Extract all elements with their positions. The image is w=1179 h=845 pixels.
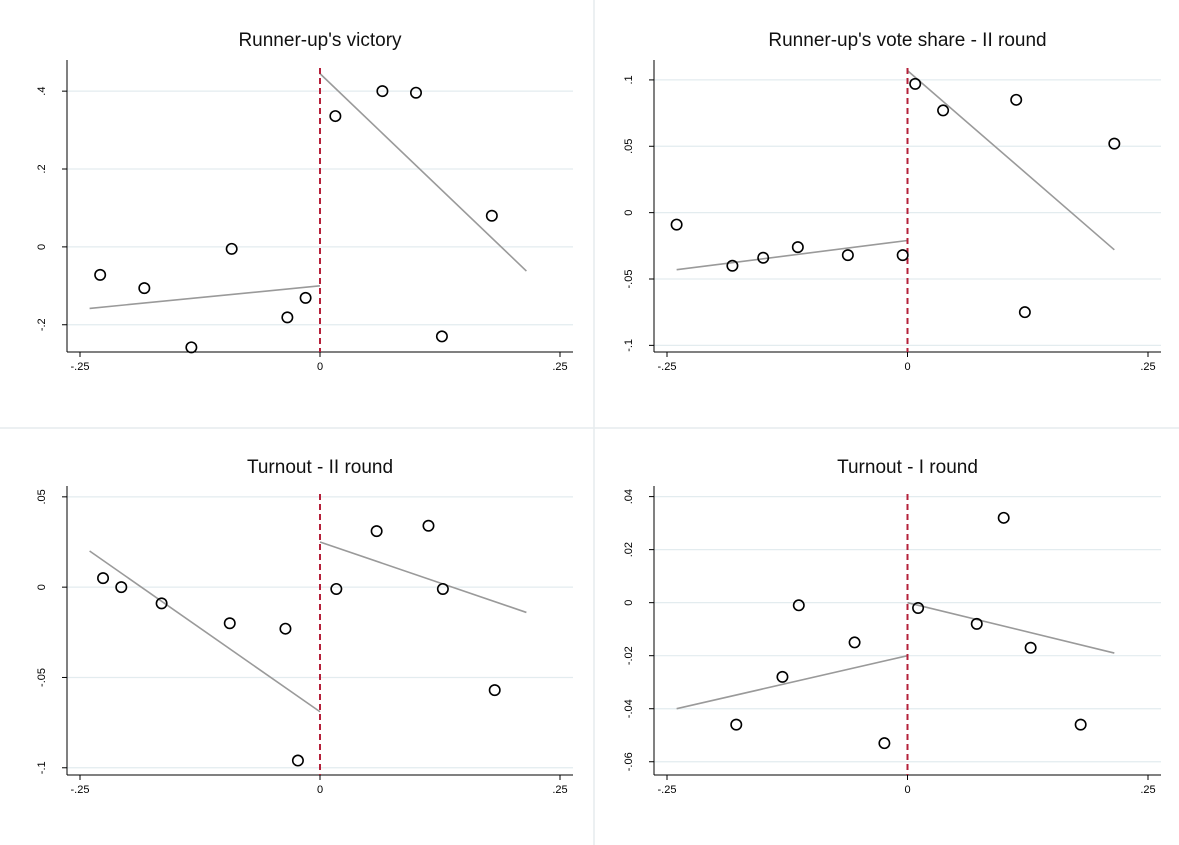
y-tick-label: .1 [623,75,635,84]
panel-title: Turnout - II round [247,457,393,478]
panel-4: Turnout - I round -.06 -.04 -.02 0 .02 .04 -.25… [623,457,1161,796]
x-tick-label: 0 [317,361,323,373]
fit-line-right [319,73,527,272]
data-point [1074,718,1087,731]
data-point [299,291,312,304]
y-tick-label: .02 [623,542,635,557]
data-point [436,582,449,595]
data-point [670,218,683,231]
y-tick-label: .05 [623,139,635,154]
y-tick-label: -.04 [623,699,635,718]
data-point [1108,137,1121,150]
data-point [791,241,804,254]
x-tick-label: -.25 [71,784,90,796]
data-point [329,110,342,123]
panel-2: Runner-up's vote share - II round -.1 -.05… [623,30,1161,373]
data-point [848,636,861,649]
y-tick-label: -.06 [623,752,635,771]
data-point [726,259,739,272]
data-point [730,718,743,731]
data-point [376,85,389,98]
data-point [422,519,435,532]
y-tick-label: -.02 [623,646,635,665]
data-point [1010,93,1023,106]
y-tick-label: -.05 [36,668,48,687]
data-point [997,511,1010,524]
data-point [225,242,238,255]
panel-3: Turnout - II round -.1 -.05 0 .05 -.25 0 .25 [36,457,573,796]
fit-line-left [676,239,908,271]
fit-line-left [89,550,321,713]
data-point [281,311,294,324]
data-point [841,249,854,262]
panel-title: Turnout - I round [837,457,978,478]
y-tick-label: -.1 [36,761,48,774]
data-point [776,670,789,683]
data-point [896,249,909,262]
fit-line-left [676,654,908,710]
panel-1: Runner-up's victory -.2 0 .2 .4 -.25 0 .25 [36,30,573,373]
panel-title: Runner-up's vote share - II round [768,30,1046,51]
x-tick-label: -.25 [71,361,90,373]
data-point [138,282,151,295]
y-tick-label: .2 [36,164,48,173]
panel-title: Runner-up's victory [238,30,402,51]
data-point [435,330,448,343]
data-point [330,582,343,595]
data-point [485,209,498,222]
x-tick-label: -.25 [658,784,677,796]
fit-line-right [319,541,527,614]
x-tick-label: .25 [552,361,567,373]
data-point [1018,306,1031,319]
data-point [185,341,198,354]
data-point [97,572,110,585]
data-point [792,599,805,612]
data-point [279,622,292,635]
data-point [409,86,422,99]
y-tick-label: 0 [36,584,48,590]
y-tick-label: .04 [623,489,635,504]
data-point [912,601,925,614]
x-tick-label: 0 [317,784,323,796]
data-point [155,597,168,610]
fit-line-left [89,285,321,310]
data-point [757,251,770,264]
data-point [115,581,128,594]
data-point [937,104,950,117]
data-point [488,684,501,697]
x-tick-label: .25 [1140,784,1155,796]
fit-line-right [907,601,1115,654]
data-point [909,77,922,90]
x-tick-label: .25 [1140,361,1155,373]
data-point [370,525,383,538]
y-tick-label: .05 [36,489,48,504]
y-tick-label: 0 [36,244,48,250]
y-tick-label: -.2 [36,318,48,331]
x-tick-label: -.25 [658,361,677,373]
y-tick-label: -.05 [623,270,635,289]
x-tick-label: 0 [904,784,910,796]
y-tick-label: 0 [623,210,635,216]
x-tick-label: 0 [904,361,910,373]
data-point [291,754,304,767]
y-tick-label: .4 [36,87,48,96]
data-point [223,617,236,630]
data-point [94,268,107,281]
data-point [1024,641,1037,654]
y-tick-label: -.1 [623,339,635,352]
fit-line-right [906,70,1115,251]
x-tick-label: .25 [552,784,567,796]
data-point [878,737,891,750]
y-tick-label: 0 [623,600,635,606]
data-point [970,617,983,630]
